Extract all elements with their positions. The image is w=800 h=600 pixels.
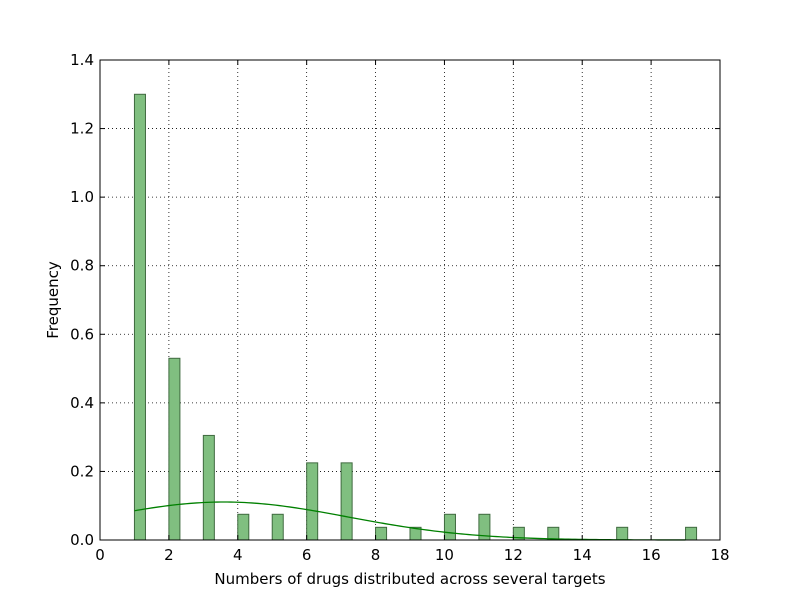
y-tick-label-7: 1.4: [70, 51, 94, 69]
x-tick-label-5: 10: [435, 546, 454, 564]
x-tick-label-0: 0: [95, 546, 105, 564]
histogram-bar-14: [685, 526, 698, 541]
histogram-bar-13: [616, 526, 629, 541]
histogram-bar-6: [340, 462, 353, 541]
x-tick-label-3: 6: [302, 546, 312, 564]
axis-ticks: [99, 59, 721, 541]
x-tick-label-6: 12: [504, 546, 523, 564]
histogram-bar-9: [443, 513, 456, 541]
histogram-bar-1: [168, 357, 181, 541]
tick-labels: 0 2 4 6 8 10 12 14 16 18 0.0 0.2 0.4 0.6 0.8 1.0 1.2 1.4: [70, 51, 729, 564]
y-tick-label-6: 1.2: [70, 120, 94, 138]
y-tick-label-0: 0.0: [70, 531, 94, 549]
y-tick-label-1: 0.2: [70, 462, 94, 480]
histogram-bar-7: [375, 526, 388, 541]
x-tick-label-1: 2: [164, 546, 174, 564]
x-tick-label-7: 14: [573, 546, 592, 564]
x-tick-label-9: 18: [710, 546, 729, 564]
y-tick-label-4: 0.8: [70, 257, 94, 275]
x-tick-label-2: 4: [233, 546, 243, 564]
histogram-bar-3: [237, 513, 250, 541]
histogram-bar-5: [306, 462, 319, 541]
histogram-bars: [133, 93, 698, 541]
x-tick-label-4: 8: [371, 546, 381, 564]
x-axis-title: Numbers of drugs distributed across seve…: [214, 570, 605, 588]
histogram-bar-12: [547, 526, 560, 541]
plot-frame: [99, 59, 721, 541]
x-tick-label-8: 16: [642, 546, 661, 564]
histogram-bar-2: [202, 434, 215, 541]
y-tick-label-3: 0.6: [70, 325, 94, 343]
histogram-bar-4: [271, 513, 284, 541]
y-tick-label-2: 0.4: [70, 394, 94, 412]
plot-border: [99, 59, 721, 541]
y-tick-label-5: 1.0: [70, 188, 94, 206]
grid-lines: [100, 60, 720, 540]
y-axis-title: Frequency: [44, 261, 62, 339]
histogram-bar-0: [133, 93, 146, 541]
